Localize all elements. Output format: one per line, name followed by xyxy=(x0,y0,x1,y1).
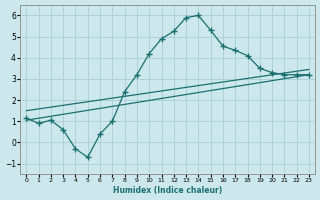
X-axis label: Humidex (Indice chaleur): Humidex (Indice chaleur) xyxy=(113,186,222,195)
